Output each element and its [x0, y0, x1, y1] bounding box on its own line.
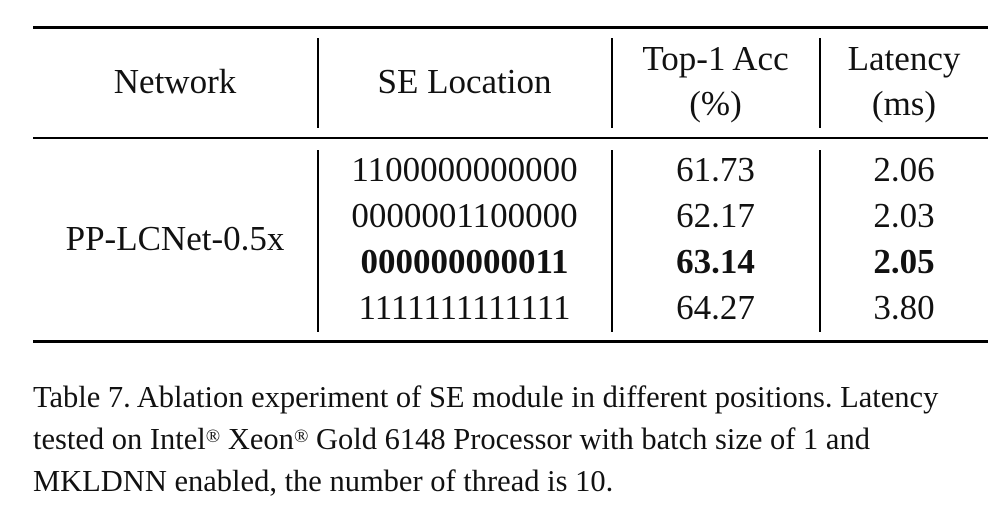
header-divider-1 — [317, 38, 319, 128]
header-se-location: SE Location — [377, 62, 552, 101]
table-row-4-latency: 3.80 — [873, 288, 935, 327]
network-cell: PP-LCNet-0.5x — [65, 219, 285, 258]
header-latency-line2: (ms) — [871, 84, 937, 123]
registered-mark-1: ® — [205, 426, 221, 447]
table-row-4-se-location: 1111111111111 — [358, 288, 571, 327]
table-row-2-top1: 62.17 — [676, 196, 755, 235]
header-rule — [33, 137, 988, 139]
table-row-4-top1: 64.27 — [676, 288, 755, 327]
body-divider-1 — [317, 150, 319, 332]
header-top1-line2: (%) — [689, 84, 742, 123]
caption-part1: Table 7. Ablation experiment of SE modul… — [33, 380, 939, 456]
table-row-1-se-location: 1100000000000 — [351, 150, 578, 189]
header-top1-line1: Top-1 Acc — [642, 39, 789, 78]
caption-part2: Xeon — [220, 422, 294, 456]
registered-mark-2: ® — [293, 426, 309, 447]
bottom-rule — [33, 340, 988, 343]
header-network: Network — [113, 62, 237, 101]
header-divider-3 — [819, 38, 821, 128]
table-row-2-se-location: 0000001100000 — [351, 196, 578, 235]
table-row-2-latency: 2.03 — [873, 196, 935, 235]
body-divider-2 — [611, 150, 613, 332]
table-row-1-latency: 2.06 — [873, 150, 935, 189]
caption-part3: Gold 6148 Processor with batch size of 1… — [33, 422, 870, 498]
table-caption: Table 7. Ablation experiment of SE modul… — [33, 376, 993, 502]
table-row-3-top1: 63.14 — [676, 242, 755, 281]
table-row-3-latency: 2.05 — [873, 242, 935, 281]
header-latency-line1: Latency — [847, 39, 961, 78]
header-divider-2 — [611, 38, 613, 128]
table-row-1-top1: 61.73 — [676, 150, 755, 189]
top-rule — [33, 26, 988, 29]
body-divider-3 — [819, 150, 821, 332]
table-row-3-se-location: 000000000011 — [360, 242, 569, 281]
